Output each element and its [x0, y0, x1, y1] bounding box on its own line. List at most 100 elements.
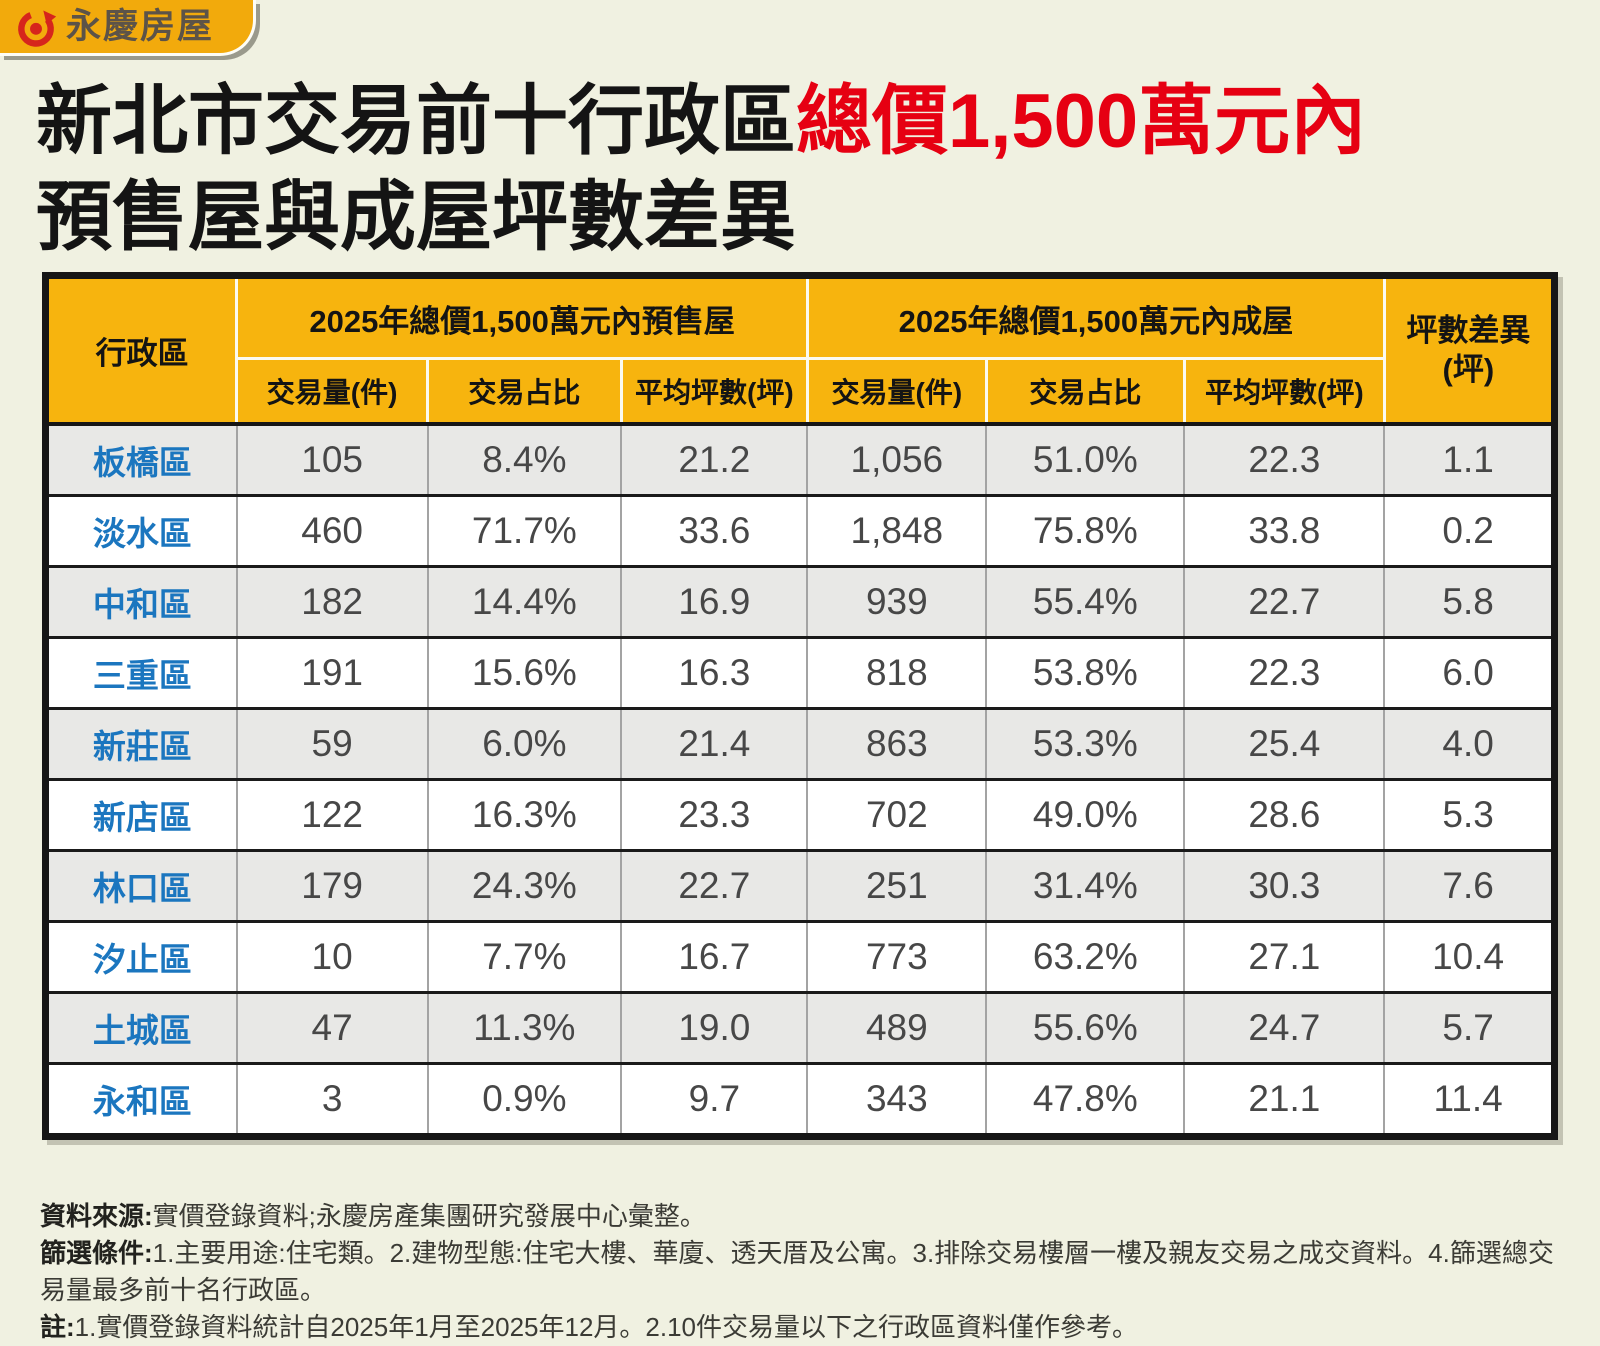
cell-value: 28.6 [1183, 778, 1386, 852]
table-row: 土城區 47 11.3% 19.0 489 55.6% 24.7 5.7 [49, 991, 1551, 1065]
cell-value: 75.8% [985, 494, 1186, 568]
table-row: 三重區 191 15.6% 16.3 818 53.8% 22.3 6.0 [49, 636, 1551, 710]
title-line1-black: 新北市交易前十行政區 [36, 79, 796, 164]
cell-value: 5.7 [1383, 991, 1551, 1065]
cell-value: 10 [235, 920, 429, 994]
cell-value: 11.3% [426, 991, 623, 1065]
district-name: 板橋區 [49, 422, 238, 497]
cell-value: 31.4% [985, 849, 1186, 923]
cell-value: 3 [235, 1062, 429, 1133]
district-name: 三重區 [49, 636, 238, 710]
cell-value: 47.8% [985, 1062, 1186, 1133]
cell-value: 702 [806, 778, 988, 852]
cell-value: 59 [235, 707, 429, 781]
cell-value: 8.4% [426, 422, 623, 497]
title-line1: 新北市交易前十行政區總價1,500萬元內 [36, 74, 1576, 170]
cell-value: 23.3 [620, 778, 809, 852]
cell-value: 15.6% [426, 636, 623, 710]
cell-value: 27.1 [1183, 920, 1386, 994]
cell-value: 53.8% [985, 636, 1186, 710]
cell-value: 179 [235, 849, 429, 923]
district-name: 淡水區 [49, 494, 238, 568]
table-row: 永和區 3 0.9% 9.7 343 47.8% 21.1 11.4 [49, 1062, 1551, 1133]
cell-value: 55.4% [985, 565, 1186, 639]
district-name: 新莊區 [49, 707, 238, 781]
cell-value: 24.7 [1183, 991, 1386, 1065]
cell-value: 22.3 [1183, 636, 1386, 710]
cell-value: 6.0 [1383, 636, 1551, 710]
subheader-existing-volume: 交易量(件) [805, 357, 988, 426]
cell-value: 33.8 [1183, 494, 1386, 568]
district-name: 土城區 [49, 991, 238, 1065]
cell-value: 71.7% [426, 494, 623, 568]
cell-value: 49.0% [985, 778, 1186, 852]
cell-value: 182 [235, 565, 429, 639]
cell-value: 11.4 [1383, 1062, 1551, 1133]
cell-value: 1,848 [806, 494, 988, 568]
cell-value: 4.0 [1383, 707, 1551, 781]
cell-value: 773 [806, 920, 988, 994]
cell-value: 16.9 [620, 565, 809, 639]
district-name: 中和區 [49, 565, 238, 639]
yungching-logo-icon [18, 10, 57, 47]
cell-value: 24.3% [426, 849, 623, 923]
title-line1-red: 總價1,500萬元內 [796, 79, 1367, 164]
cell-value: 10.4 [1383, 920, 1551, 994]
cell-value: 63.2% [985, 920, 1186, 994]
cell-value: 21.2 [620, 422, 809, 497]
table-row: 新店區 122 16.3% 23.3 702 49.0% 28.6 5.3 [49, 778, 1551, 852]
cell-value: 55.6% [985, 991, 1186, 1065]
cell-value: 22.3 [1183, 422, 1386, 497]
cell-value: 5.3 [1383, 778, 1551, 852]
cell-value: 22.7 [620, 849, 809, 923]
brand-name: 永慶房屋 [66, 7, 215, 46]
cell-value: 7.6 [1383, 849, 1551, 923]
header-group-existing: 2025年總價1,500萬元內成屋 [805, 279, 1386, 360]
table-row: 板橋區 105 8.4% 21.2 1,056 51.0% 22.3 1.1 [49, 422, 1551, 497]
subheader-presale-avg-area: 平均坪數(坪) [619, 357, 809, 426]
cell-value: 53.3% [985, 707, 1186, 781]
title-line2: 預售屋與成屋坪數差異 [36, 175, 796, 260]
table-row: 新莊區 59 6.0% 21.4 863 53.3% 25.4 4.0 [49, 707, 1551, 781]
cell-value: 460 [235, 494, 429, 568]
subheader-presale-volume: 交易量(件) [235, 357, 429, 426]
district-name: 永和區 [49, 1062, 238, 1133]
cell-value: 1,056 [806, 422, 988, 497]
table-row: 中和區 182 14.4% 16.9 939 55.4% 22.7 5.8 [49, 565, 1551, 639]
district-name: 汐止區 [49, 920, 238, 994]
cell-value: 16.7 [620, 920, 809, 994]
cell-value: 25.4 [1183, 707, 1386, 781]
data-table-container: 行政區 2025年總價1,500萬元內預售屋 2025年總價1,500萬元內成屋… [42, 272, 1558, 1140]
cell-value: 16.3% [426, 778, 623, 852]
cell-value: 939 [806, 565, 988, 639]
page-title: 新北市交易前十行政區總價1,500萬元內 預售屋與成屋坪數差異 [36, 74, 1576, 266]
footnote-filter-criteria: 篩選條件:1.主要用途:住宅類。2.建物型態:住宅大樓、華廈、透天厝及公寓。3.… [40, 1238, 1554, 1305]
table-row: 汐止區 10 7.7% 16.7 773 63.2% 27.1 10.4 [49, 920, 1551, 994]
header-group-presale: 2025年總價1,500萬元內預售屋 [235, 279, 809, 360]
cell-value: 33.6 [620, 494, 809, 568]
district-name: 林口區 [49, 849, 238, 923]
cell-value: 0.9% [426, 1062, 623, 1133]
footnotes: 資料來源:實價登錄資料;永慶房產集團研究發展中心彙整。 篩選條件:1.主要用途:… [40, 1198, 1570, 1346]
cell-value: 21.1 [1183, 1062, 1386, 1133]
cell-value: 19.0 [620, 991, 809, 1065]
cell-value: 489 [806, 991, 988, 1065]
footnote-source: 資料來源:實價登錄資料;永慶房產集團研究發展中心彙整。 [40, 1201, 706, 1231]
table-row: 淡水區 460 71.7% 33.6 1,848 75.8% 33.8 0.2 [49, 494, 1551, 568]
cell-value: 251 [806, 849, 988, 923]
cell-value: 5.8 [1383, 565, 1551, 639]
cell-value: 191 [235, 636, 429, 710]
cell-value: 9.7 [620, 1062, 809, 1133]
cell-value: 818 [806, 636, 988, 710]
header-district: 行政區 [49, 279, 239, 426]
brand-banner: 永慶房屋 [0, 0, 256, 56]
footnote-note: 註:1.實價登錄資料統計自2025年1月至2025年12月。2.10件交易量以下… [40, 1312, 1139, 1342]
cell-value: 21.4 [620, 707, 809, 781]
header-area-difference: 坪數差異 (坪) [1382, 279, 1551, 426]
cell-value: 7.7% [426, 920, 623, 994]
cell-value: 1.1 [1383, 422, 1551, 497]
cell-value: 343 [806, 1062, 988, 1133]
districts-table: 行政區 2025年總價1,500萬元內預售屋 2025年總價1,500萬元內成屋… [49, 279, 1551, 1133]
cell-value: 6.0% [426, 707, 623, 781]
district-name: 新店區 [49, 778, 238, 852]
